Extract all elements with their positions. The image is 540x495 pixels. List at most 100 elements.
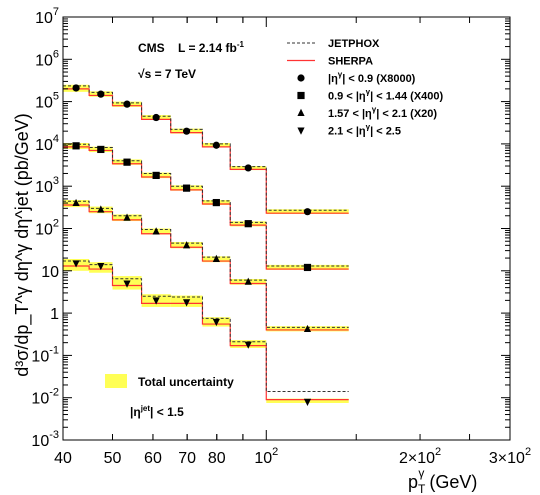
y-tick-base: 10: [31, 433, 49, 450]
data-point: [303, 324, 312, 333]
data-point: [72, 142, 80, 150]
jetphox-line: [63, 200, 349, 328]
data-point: [123, 158, 131, 166]
y-tick-base: 10: [41, 264, 59, 281]
y-tick-label: 10: [41, 264, 59, 281]
data-point: [212, 318, 220, 327]
y-tick-base: 10: [31, 391, 49, 408]
y-tick-base: 10: [35, 222, 53, 239]
y-tick-label: 10-3: [31, 429, 59, 450]
eta-jet-sup: jet: [140, 404, 151, 413]
x-tick-label: 60: [144, 450, 162, 467]
y-tick-base: 10: [35, 52, 53, 69]
legend-entry-label: SHERPA: [328, 56, 373, 68]
data-point: [244, 277, 252, 285]
series-2: [63, 198, 349, 333]
x-tick-base: 2×10: [399, 450, 435, 467]
y-tick-exponent: -2: [49, 387, 59, 399]
x-tick-base: 80: [208, 450, 226, 467]
data-point: [244, 341, 252, 349]
data-point: [303, 208, 312, 216]
data-point: [72, 198, 80, 207]
legend-marker: [297, 91, 305, 100]
plot-area: [63, 84, 349, 406]
y-tick-label: 106: [35, 48, 59, 69]
x-axis-title-unit: (GeV): [424, 472, 477, 492]
data-point: [182, 299, 191, 307]
legend-entry-label: 2.1 < |ηγ| < 2.5: [328, 123, 401, 138]
legend-marker: [297, 108, 305, 116]
x-tick-label: 2×102: [399, 446, 441, 467]
y-tick-base: 10: [35, 10, 53, 27]
data-point: [182, 184, 191, 192]
y-tick-label: 102: [35, 218, 59, 239]
legend-label-text: |η: [328, 73, 338, 85]
eta-jet-text: |η: [130, 405, 141, 419]
legend-label-rest: | < 2.5: [370, 126, 401, 138]
legend-label-sup: γ: [366, 88, 371, 97]
x-tick-label: 40: [54, 450, 72, 467]
legend-label-rest: | < 2.1 (X20): [376, 108, 437, 120]
data-point: [303, 398, 312, 406]
x-tick-label: 3×102: [489, 446, 531, 467]
legend-label-sup: γ: [372, 105, 377, 114]
data-point: [152, 113, 160, 122]
luminosity-text: L = 2.14 fb: [178, 41, 237, 55]
y-tick-exponent: 7: [53, 6, 59, 18]
uncertainty-legend-swatch: [105, 374, 127, 388]
legend-label-sup: γ: [366, 123, 371, 132]
legend-label-text: 0.9 < |η: [328, 91, 366, 103]
y-tick-label: 103: [35, 175, 59, 196]
legend-label-rest: | < 0.9 (X8000): [342, 73, 415, 85]
energy-label: √s = 7 TeV: [138, 67, 196, 81]
eta-jet-cut-label: |ηjet| < 1.5: [130, 404, 184, 419]
data-point: [97, 145, 105, 154]
luminosity-label: L = 2.14 fb-1: [178, 40, 244, 55]
eta-jet-cut: | < 1.5: [150, 405, 184, 419]
y-tick-base: 10: [35, 95, 53, 112]
data-point: [97, 262, 105, 271]
y-tick-label: 104: [35, 133, 59, 154]
series-3: [63, 259, 349, 406]
data-point: [97, 205, 105, 213]
data-point: [72, 84, 80, 92]
legend-label-sup: γ: [338, 70, 343, 79]
y-tick-exponent: 2: [53, 218, 59, 230]
data-point: [152, 297, 160, 305]
data-point: [212, 198, 220, 207]
data-point: [123, 100, 131, 108]
x-axis-title-sup: γ: [418, 466, 424, 480]
x-tick-base: 50: [104, 450, 122, 467]
y-tick-exponent: -3: [49, 429, 59, 441]
x-tick-exponent: 2: [435, 446, 441, 458]
y-tick-label: 105: [35, 91, 59, 112]
experiment-label: CMS: [138, 41, 165, 55]
sherpa-line: [63, 265, 349, 401]
x-tick-label: 80: [208, 450, 226, 467]
data-point: [123, 213, 131, 221]
legend-label-text: 2.1 < |η: [328, 126, 366, 138]
legend-label-text: 1.57 < |η: [328, 108, 372, 120]
data-point: [72, 260, 80, 268]
series-0: [63, 84, 349, 216]
y-tick-label: 10-1: [31, 344, 59, 365]
y-tick-base: 10: [35, 137, 53, 154]
legend-marker: [297, 74, 305, 82]
data-point: [212, 141, 220, 149]
x-tick-base: 40: [54, 450, 72, 467]
data-point: [303, 263, 312, 272]
uncertainty-legend-label: Total uncertainty: [138, 375, 234, 389]
y-tick-base: 1: [50, 306, 59, 323]
x-tick-exponent: 2: [525, 446, 531, 458]
luminosity-sup: -1: [237, 40, 245, 49]
y-tick-exponent: -1: [49, 344, 59, 356]
data-point: [182, 241, 191, 249]
y-tick-label: 1: [50, 306, 59, 323]
x-axis-title: pTγ (GeV): [408, 466, 477, 495]
y-axis-title: d³σ/dp_T^γ dη^γ dη^jet (pb/GeV): [12, 113, 33, 377]
legend-entry-label: |ηγ| < 0.9 (X8000): [328, 70, 416, 85]
